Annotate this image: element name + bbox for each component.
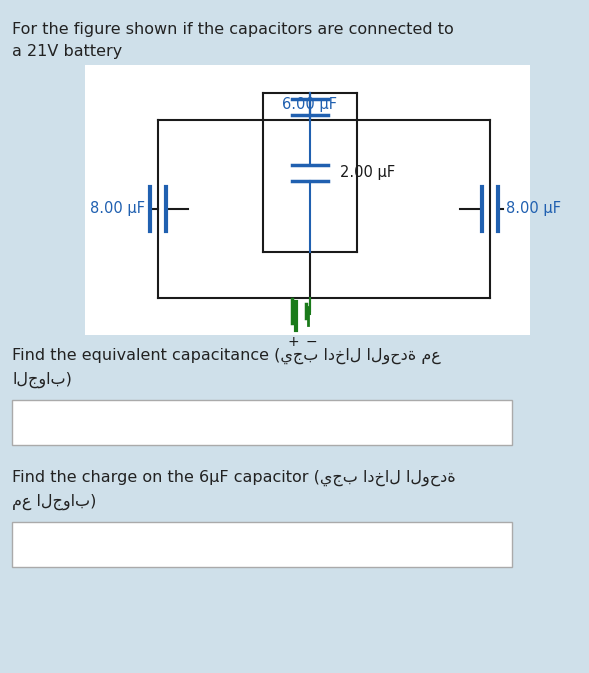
Text: الجواب): الجواب) <box>12 372 72 388</box>
Text: 8.00 μF: 8.00 μF <box>90 201 145 217</box>
Text: −: − <box>305 335 317 349</box>
Text: a 21V battery: a 21V battery <box>12 44 123 59</box>
Text: 6.00 μF: 6.00 μF <box>283 97 337 112</box>
Text: +: + <box>287 335 299 349</box>
Text: For the figure shown if the capacitors are connected to: For the figure shown if the capacitors a… <box>12 22 454 37</box>
Text: Find the charge on the 6μF capacitor (يجب ادخال الوحدة: Find the charge on the 6μF capacitor (يج… <box>12 470 456 487</box>
Text: 2.00 μF: 2.00 μF <box>340 165 395 180</box>
Text: مع الجواب): مع الجواب) <box>12 494 97 510</box>
Text: 8.00 μF: 8.00 μF <box>506 201 561 217</box>
Text: Find the equivalent capacitance (يجب ادخال الوحدة مع: Find the equivalent capacitance (يجب ادخ… <box>12 348 441 364</box>
Bar <box>12 400 512 445</box>
Bar <box>12 522 512 567</box>
Bar <box>85 65 530 335</box>
